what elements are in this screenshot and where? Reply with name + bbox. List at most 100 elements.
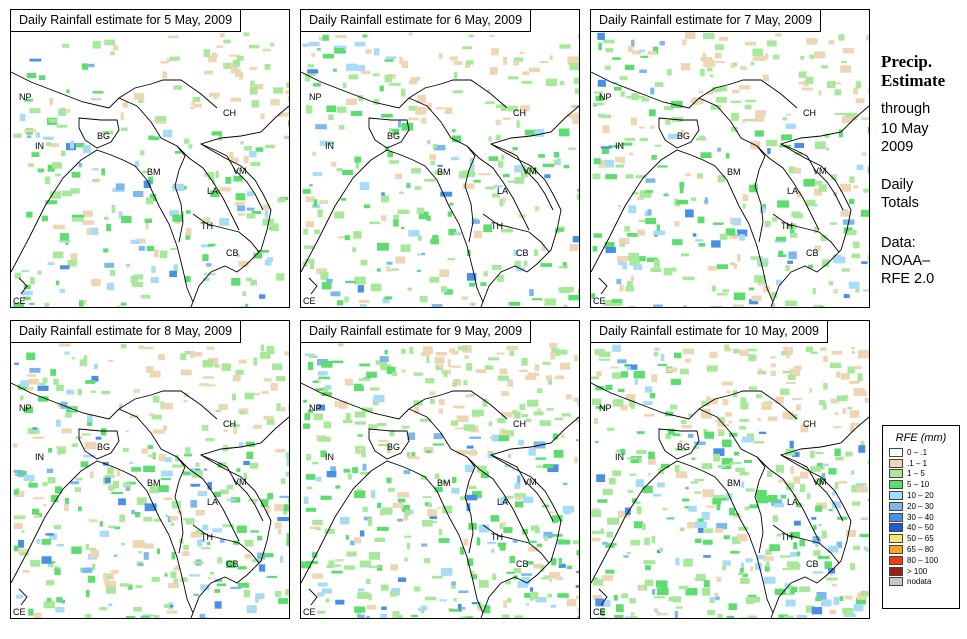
- country-label: BM: [727, 167, 741, 177]
- rain-cell: [789, 229, 795, 235]
- rain-cell: [401, 122, 413, 131]
- rain-cell: [439, 269, 450, 277]
- rain-cell: [386, 366, 396, 375]
- rain-cell: [200, 584, 210, 591]
- rain-cell: [240, 141, 244, 145]
- rain-cell: [529, 67, 540, 73]
- rain-cell: [466, 273, 477, 281]
- coastline-borders: [301, 71, 579, 307]
- rain-cell: [704, 431, 714, 439]
- rain-cell: [15, 594, 23, 599]
- country-label: LA: [787, 497, 799, 507]
- map-panel: Daily Rainfall estimate for 7 May, 2009 …: [590, 9, 870, 308]
- rain-cell: [76, 142, 85, 148]
- rain-cell: [682, 498, 690, 502]
- rain-cell: [384, 296, 393, 300]
- rain-cell: [666, 367, 678, 373]
- rain-cell: [447, 211, 453, 217]
- rain-cell: [59, 240, 71, 243]
- rain-cell: [434, 357, 445, 364]
- rain-cell: [613, 595, 618, 601]
- rain-cell: [315, 476, 322, 482]
- rain-cell: [611, 299, 622, 303]
- rain-cell: [255, 147, 264, 152]
- rain-cell: [765, 53, 769, 60]
- rain-cell: [828, 281, 834, 286]
- date-line: 2009: [881, 139, 914, 155]
- rain-cell: [675, 557, 680, 566]
- panel-title: Daily Rainfall estimate for 6 May, 2009: [301, 10, 532, 32]
- rain-cell: [545, 78, 558, 87]
- rain-cell: [49, 97, 53, 106]
- rain-cell: [630, 615, 638, 618]
- rain-cell: [120, 112, 124, 121]
- rain-cell: [395, 256, 406, 264]
- rain-cell: [861, 152, 867, 156]
- rain-cell: [628, 205, 637, 214]
- rain-cell: [819, 306, 825, 307]
- rain-cell: [529, 597, 534, 601]
- rain-cell: [304, 413, 311, 421]
- rain-cell: [651, 374, 658, 383]
- rain-cell: [835, 256, 846, 264]
- rain-cell: [429, 391, 436, 395]
- rain-cell: [345, 535, 349, 540]
- rain-cell: [633, 264, 643, 271]
- rain-cell: [831, 174, 837, 181]
- rain-cell: [459, 546, 465, 555]
- rain-cell: [429, 276, 440, 283]
- rain-cell: [685, 173, 691, 177]
- rain-cell: [627, 46, 633, 53]
- rain-cell: [665, 433, 671, 440]
- rain-cell: [750, 256, 763, 260]
- country-label: VM: [523, 166, 537, 176]
- rain-cell: [507, 379, 513, 387]
- rain-cell: [308, 41, 320, 47]
- country-label: LA: [207, 497, 219, 507]
- rain-cell: [320, 271, 329, 280]
- border-vietnam: [780, 143, 844, 211]
- rain-cell: [199, 613, 205, 618]
- rain-cell: [154, 136, 160, 141]
- rain-cell: [148, 135, 155, 140]
- rain-cell: [829, 571, 833, 576]
- rain-cell: [321, 361, 333, 368]
- rain-cell: [362, 34, 368, 38]
- rain-cell: [355, 64, 365, 72]
- rain-cell: [750, 566, 754, 572]
- rain-cell: [359, 182, 370, 190]
- rain-cell: [422, 605, 428, 611]
- rain-cell: [742, 119, 746, 124]
- rain-cell: [729, 232, 738, 239]
- rain-cell: [554, 228, 564, 232]
- rain-cell: [687, 413, 693, 417]
- rain-cell: [679, 182, 685, 189]
- rain-cell: [796, 404, 801, 411]
- rain-cell: [491, 48, 499, 56]
- rain-cell: [573, 540, 579, 545]
- rain-cell: [384, 74, 393, 83]
- rain-cell: [805, 199, 816, 207]
- rain-cell: [156, 117, 164, 122]
- rain-cell: [701, 512, 710, 520]
- rain-cell: [772, 54, 780, 60]
- rain-cell: [464, 464, 475, 473]
- rain-cell: [243, 32, 250, 37]
- rain-cell: [514, 496, 522, 500]
- rain-cell: [861, 117, 869, 120]
- rain-cell: [255, 593, 265, 599]
- rain-cell: [133, 389, 141, 393]
- rain-cell: [92, 91, 104, 94]
- rain-cell: [43, 600, 55, 609]
- rain-cell: [761, 402, 772, 410]
- rain-cell: [573, 77, 579, 85]
- rain-cell: [785, 300, 797, 306]
- rain-cell: [318, 376, 330, 380]
- rain-cell: [14, 272, 22, 279]
- rain-cell: [799, 586, 810, 592]
- rain-cell: [375, 360, 388, 365]
- rain-cell: [657, 550, 661, 553]
- country-label: NP: [309, 92, 322, 102]
- rain-cell: [279, 495, 289, 498]
- rain-cell: [29, 58, 42, 62]
